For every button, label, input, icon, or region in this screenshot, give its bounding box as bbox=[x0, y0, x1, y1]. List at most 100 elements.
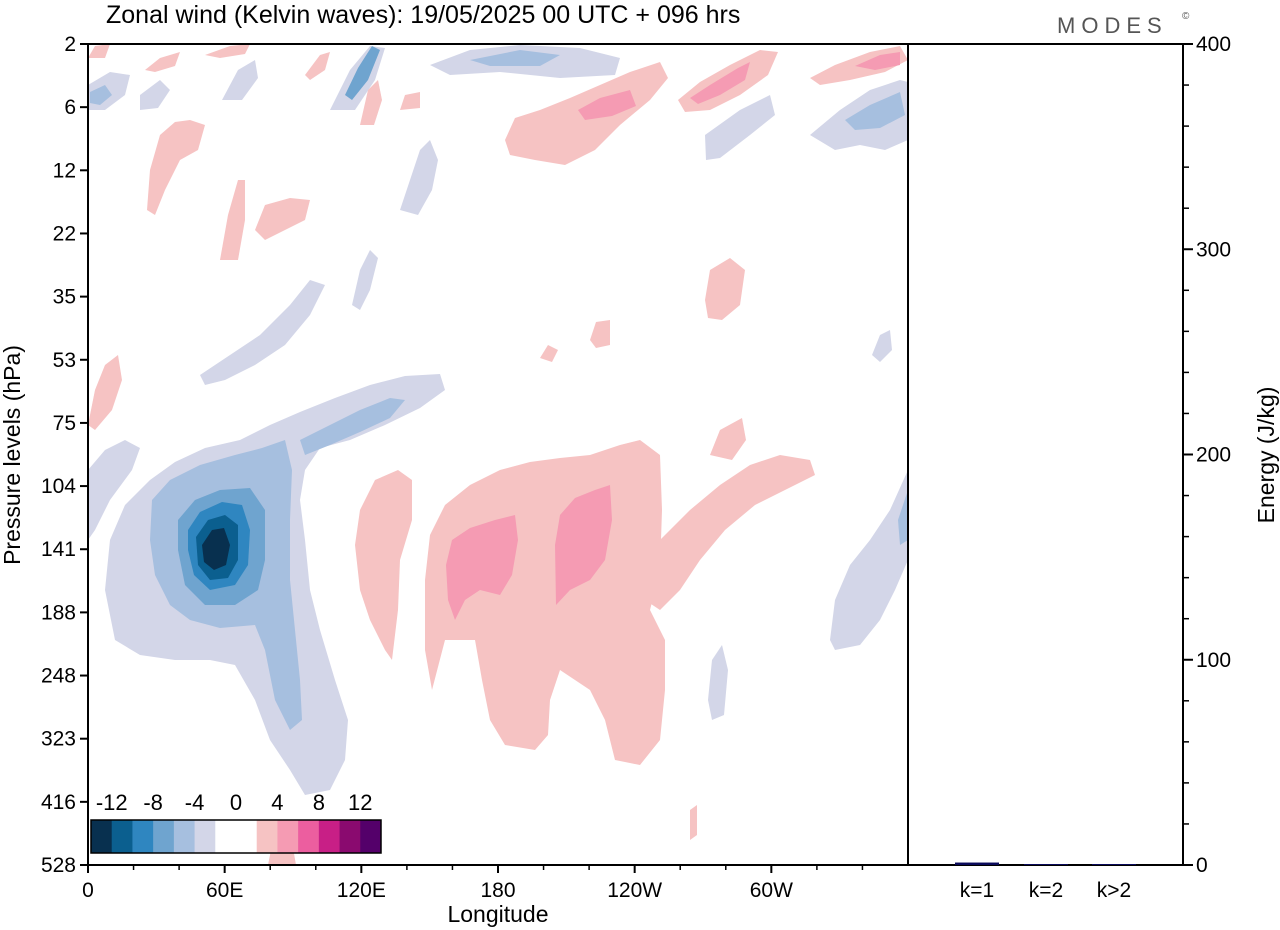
contour-neg-4-top-e bbox=[470, 50, 560, 66]
colorbar-frame bbox=[90, 819, 382, 854]
colorbar-label: -8 bbox=[143, 790, 163, 815]
colorbar-label: -4 bbox=[185, 790, 205, 815]
contour-pos-2-mid-c bbox=[590, 320, 610, 348]
contour-pos-2-upper-e bbox=[220, 180, 245, 260]
contour-neg-2-top-c bbox=[222, 60, 258, 100]
pressure-axis: 2 6 12 22 35 53 75 104 141 188 248 323 416 528 bbox=[41, 33, 88, 877]
energy-tick-label: 300 bbox=[1196, 238, 1231, 261]
contour-fill-layer bbox=[88, 44, 908, 865]
x-tick-label: 60E bbox=[206, 879, 243, 902]
y-tick-label: 35 bbox=[53, 286, 76, 309]
contour-neg-2-band-a bbox=[200, 280, 325, 385]
y-axis-label: Pressure levels (hPa) bbox=[0, 345, 25, 565]
energy-bar bbox=[1092, 864, 1136, 865]
contour-pos-2-upper-k bbox=[205, 44, 250, 58]
contour-neg-4-east-c bbox=[898, 490, 908, 545]
y-tick-label: 188 bbox=[41, 601, 76, 624]
energy-axis-label: Energy (J/kg) bbox=[1253, 387, 1279, 524]
energy-x-label: k=2 bbox=[1029, 879, 1063, 902]
contour-pos-2-upper-i bbox=[88, 44, 110, 58]
energy-x-label: k>2 bbox=[1097, 879, 1131, 902]
x-tick-label: 180 bbox=[480, 879, 515, 902]
colorbar-swatch bbox=[215, 820, 237, 853]
contour-pos-2-east bbox=[640, 455, 815, 610]
colorbar-swatch bbox=[256, 820, 278, 853]
energy-x-label: k=1 bbox=[960, 879, 994, 902]
colorbar-swatch bbox=[318, 820, 341, 853]
colorbar-label: 4 bbox=[271, 790, 283, 815]
colorbar-label: -12 bbox=[96, 790, 128, 815]
colorbar-label: 0 bbox=[230, 790, 242, 815]
contour-pos-2-upper-l bbox=[305, 52, 330, 80]
brand-mark: © bbox=[1182, 11, 1190, 22]
contour-pos-2-upper-h bbox=[400, 92, 420, 110]
energy-bar bbox=[1024, 864, 1068, 865]
colorbar-swatch bbox=[194, 820, 216, 853]
contour-pos-2-upper-j bbox=[145, 52, 180, 72]
contour-pos-2-mid-a bbox=[710, 418, 746, 460]
contour-neg-2-band-c bbox=[400, 140, 438, 215]
contour-neg-2-top-b bbox=[140, 80, 170, 110]
contour-neg-2-west bbox=[88, 440, 140, 540]
energy-tick-label: 100 bbox=[1196, 649, 1231, 672]
contour-pos-2-main-a bbox=[355, 470, 412, 660]
contour-pos-2-upper-g bbox=[360, 80, 382, 125]
colorbar-swatch bbox=[298, 820, 320, 853]
contour-pos-4-b bbox=[555, 485, 612, 605]
contour-neg-2-band-b bbox=[352, 250, 378, 310]
y-tick-label: 22 bbox=[53, 222, 76, 245]
contour-neg-4-top-a bbox=[90, 85, 112, 105]
energy-frame bbox=[907, 43, 1184, 866]
contour-neg-4-east-a bbox=[845, 92, 905, 130]
contour-neg-4-band bbox=[300, 398, 405, 455]
contour-neg-2-east-b bbox=[705, 95, 775, 160]
contour-pos-4-a bbox=[446, 515, 518, 620]
y-tick-label: 53 bbox=[53, 349, 76, 372]
longitude-axis: 0 60E 120E 180 120W 60W bbox=[82, 865, 864, 902]
contour-pos-2-mid-e bbox=[88, 355, 122, 430]
contour-neg-2-east-d bbox=[708, 645, 728, 720]
colorbar: -12 -8 -4 0 4 8 12 bbox=[90, 790, 382, 854]
energy-tick-label: 200 bbox=[1196, 444, 1231, 467]
energy-bar bbox=[955, 862, 999, 865]
x-tick-label: 120E bbox=[337, 879, 386, 902]
colorbar-swatch bbox=[173, 820, 196, 853]
colorbar-swatch bbox=[153, 820, 175, 853]
y-tick-label: 323 bbox=[41, 728, 76, 751]
y-tick-label: 6 bbox=[64, 96, 76, 119]
colorbar-label: 12 bbox=[348, 790, 372, 815]
y-tick-label: 75 bbox=[53, 412, 76, 435]
contour-pos-2-mid-d bbox=[540, 345, 558, 362]
energy-tick-label: 0 bbox=[1196, 854, 1208, 877]
contour-neg-2-east-c bbox=[830, 470, 908, 650]
contour-pos-2-upper-d bbox=[147, 120, 205, 215]
y-tick-label: 12 bbox=[53, 159, 76, 182]
energy-tick-label: 400 bbox=[1196, 33, 1231, 56]
zonal-wind-heatmap: 2 6 12 22 35 53 75 104 141 188 248 323 416 528 0 60E 12… bbox=[0, 33, 909, 927]
colorbar-swatch bbox=[360, 820, 382, 853]
energy-bar-chart: 0 100 200 300 400 k=1 k=2 k>2 Energy (J/kg) bbox=[907, 33, 1279, 902]
contour-pos-2-mid-b bbox=[705, 258, 745, 320]
colorbar-swatch bbox=[339, 820, 361, 853]
colorbar-swatch bbox=[277, 820, 299, 853]
contour-pos-4-upper-b bbox=[690, 62, 750, 104]
y-tick-label: 248 bbox=[41, 665, 76, 688]
x-tick-label: 120W bbox=[607, 879, 662, 902]
colorbar-swatch bbox=[132, 820, 154, 853]
wavenumber-axis: k=1 k=2 k>2 bbox=[960, 879, 1131, 902]
x-tick-label: 60W bbox=[750, 879, 793, 902]
y-tick-label: 104 bbox=[41, 475, 76, 498]
contour-neg-6-top bbox=[345, 46, 380, 100]
contour-pos-4-upper-c bbox=[855, 52, 900, 70]
contour-neg-12 bbox=[202, 528, 230, 570]
colorbar-swatch bbox=[111, 820, 133, 853]
y-tick-label: 141 bbox=[41, 538, 76, 561]
contour-pos-2-upper-f bbox=[255, 198, 310, 240]
y-tick-label: 528 bbox=[41, 854, 76, 877]
energy-axis: 0 100 200 300 400 bbox=[1183, 33, 1231, 877]
contour-pos-2-mid-f bbox=[690, 805, 697, 840]
contour-neg-2-east-e bbox=[872, 330, 892, 362]
figure-title: Zonal wind (Kelvin waves): 19/05/2025 00… bbox=[106, 1, 740, 29]
colorbar-swatch bbox=[236, 820, 258, 853]
